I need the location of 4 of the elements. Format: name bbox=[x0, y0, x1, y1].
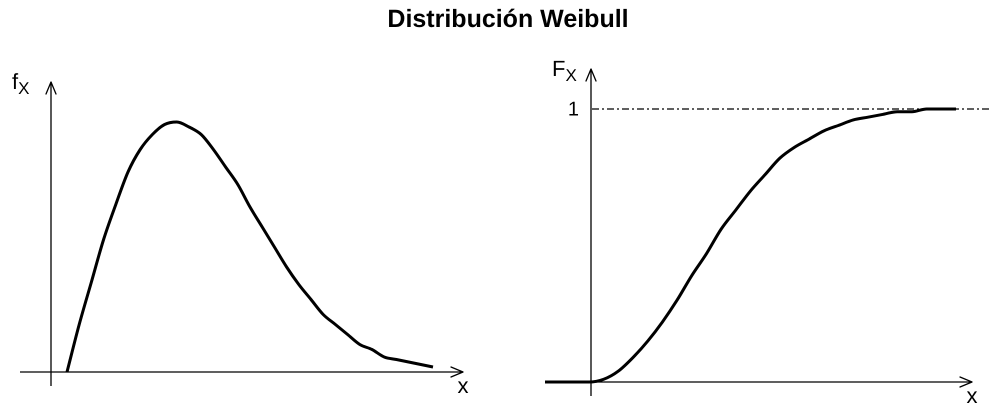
x-axis-title: x bbox=[966, 383, 978, 403]
ref-line-label: 1 bbox=[568, 98, 579, 121]
x-axis-title: x bbox=[458, 373, 468, 398]
text: Distribución Weibull bbox=[387, 5, 629, 33]
